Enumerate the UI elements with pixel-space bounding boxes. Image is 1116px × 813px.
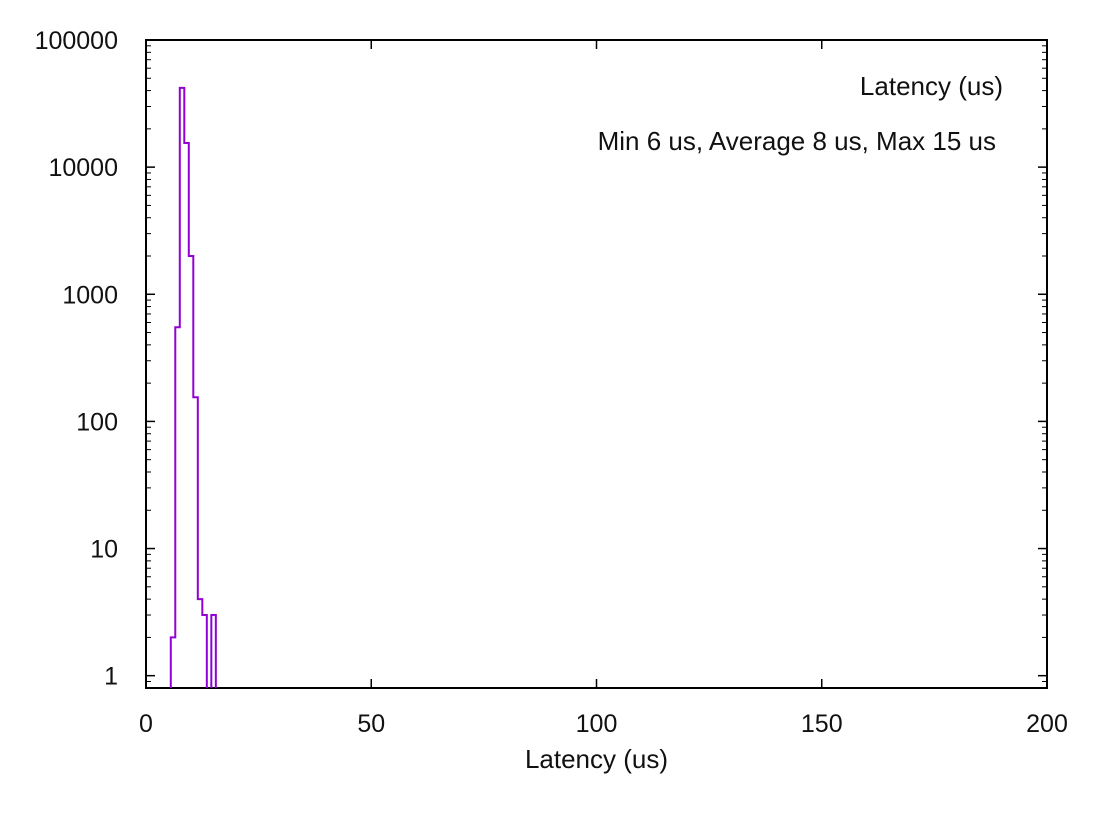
y-tick-label: 100000 bbox=[35, 27, 118, 55]
histogram-series-line bbox=[169, 86, 217, 688]
x-tick-label: 100 bbox=[576, 710, 618, 738]
y-ticks: 1 10 100 1000 10000 100000 bbox=[35, 27, 1047, 691]
stats-annotation: Min 6 us, Average 8 us, Max 15 us bbox=[598, 126, 996, 156]
y-tick-label: 1 bbox=[104, 663, 118, 691]
y-tick-label: 1000 bbox=[62, 281, 118, 309]
series bbox=[169, 86, 217, 688]
x-ticks: 0 50 100 150 200 bbox=[139, 40, 1068, 738]
x-tick-label: 150 bbox=[801, 710, 843, 738]
y-tick-label: 10000 bbox=[48, 154, 118, 182]
y-tick-label: 10 bbox=[90, 536, 118, 564]
x-tick-label: 0 bbox=[139, 710, 153, 738]
y-tick-label: 100 bbox=[76, 408, 118, 436]
x-tick-label: 200 bbox=[1026, 710, 1068, 738]
x-tick-label: 50 bbox=[357, 710, 385, 738]
legend-entry: Latency (us) bbox=[860, 71, 1003, 101]
x-axis-label: Latency (us) bbox=[525, 744, 668, 774]
